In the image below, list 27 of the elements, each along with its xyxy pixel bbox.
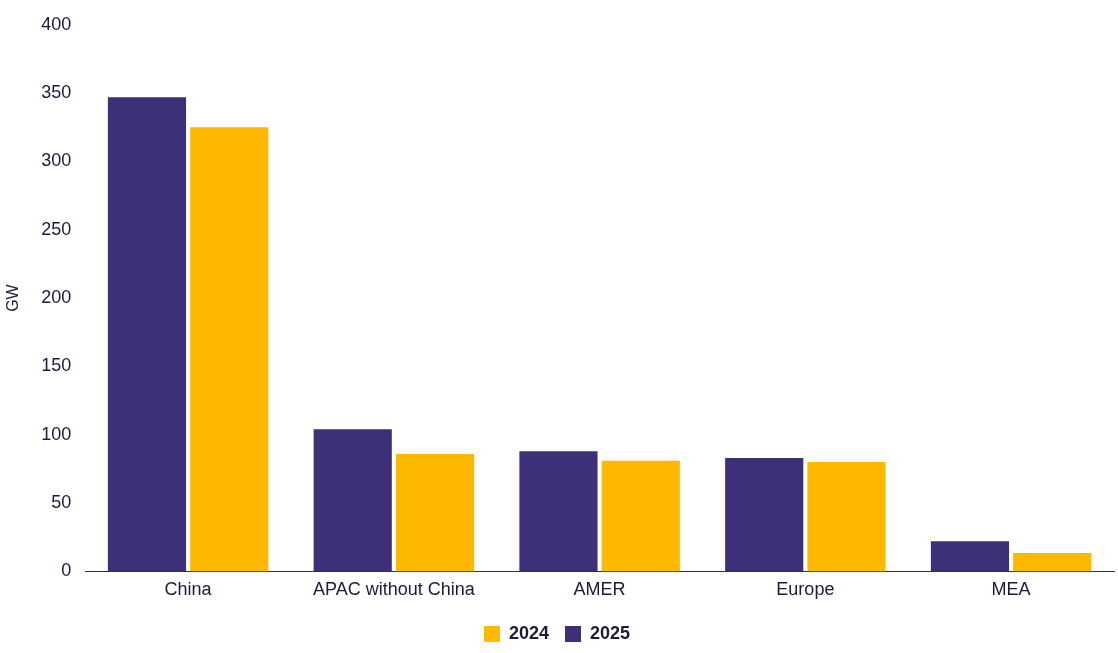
x-tick-label: MEA <box>991 579 1031 600</box>
bar <box>1013 552 1092 572</box>
y-tick-label: 200 <box>41 287 72 308</box>
bar <box>930 541 1010 572</box>
y-tick-label: 50 <box>51 492 72 513</box>
x-tick-label: APAC without China <box>312 579 476 600</box>
y-tick-label: 100 <box>41 423 72 444</box>
bar <box>807 462 886 572</box>
bar <box>107 97 187 572</box>
bar <box>190 127 269 572</box>
bar <box>725 457 804 572</box>
y-tick-label: 300 <box>41 150 72 171</box>
y-tick-label: 0 <box>61 560 72 581</box>
bar <box>395 453 475 572</box>
x-tick-label: Europe <box>776 579 835 600</box>
y-axis-title: GW <box>4 283 22 312</box>
y-tick-label: 400 <box>41 13 72 34</box>
y-tick-label: 350 <box>41 82 72 103</box>
bar <box>601 460 680 572</box>
y-tick-label: 250 <box>41 218 72 239</box>
bar <box>313 429 392 572</box>
legend-label: 2024 <box>508 622 549 643</box>
x-tick-label: AMER <box>573 579 626 600</box>
legend-label: 2025 <box>590 622 631 643</box>
x-tick-label: China <box>164 579 213 600</box>
bar <box>519 451 598 572</box>
y-tick-label: 150 <box>41 355 72 376</box>
